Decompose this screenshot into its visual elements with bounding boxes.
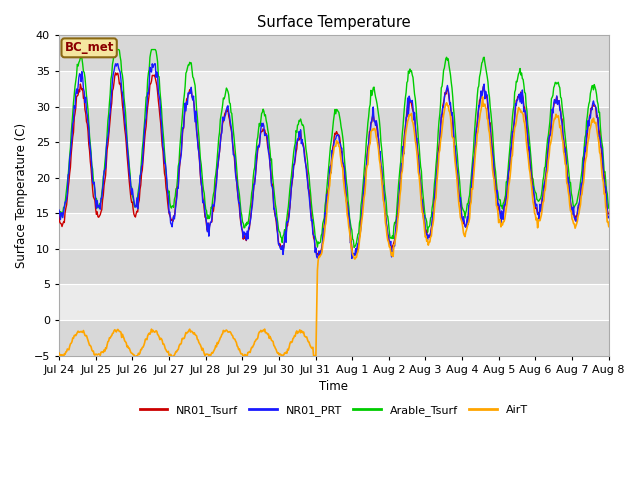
Legend: NR01_Tsurf, NR01_PRT, Arable_Tsurf, AirT: NR01_Tsurf, NR01_PRT, Arable_Tsurf, AirT: [135, 401, 532, 420]
NR01_Tsurf: [55, 211, 63, 217]
AirT: [168, 355, 176, 360]
NR01_Tsurf: [419, 198, 426, 204]
Arable_Tsurf: [207, 204, 215, 210]
AirT: [122, 339, 129, 345]
Bar: [59, 213, 609, 249]
Arable_Tsurf: [419, 183, 426, 189]
Arable_Tsurf: [122, 123, 130, 129]
Line: AirT: AirT: [59, 97, 609, 358]
NR01_PRT: [112, 61, 120, 67]
NR01_Tsurf: [316, 253, 324, 259]
NR01_Tsurf: [112, 70, 120, 76]
Arable_Tsurf: [65, 164, 73, 169]
Bar: [59, 249, 609, 285]
Bar: [59, 285, 609, 320]
Y-axis label: Surface Temperature (C): Surface Temperature (C): [15, 123, 28, 268]
NR01_PRT: [207, 219, 215, 225]
Line: NR01_Tsurf: NR01_Tsurf: [59, 73, 609, 256]
Line: NR01_PRT: NR01_PRT: [59, 64, 609, 259]
Arable_Tsurf: [55, 209, 63, 215]
Arable_Tsurf: [605, 205, 612, 211]
Arable_Tsurf: [111, 47, 118, 52]
AirT: [65, 347, 73, 353]
NR01_PRT: [65, 171, 73, 177]
NR01_PRT: [348, 256, 356, 262]
Bar: [59, 142, 609, 178]
NR01_Tsurf: [178, 138, 186, 144]
NR01_PRT: [605, 214, 612, 220]
NR01_PRT: [403, 115, 410, 120]
Line: Arable_Tsurf: Arable_Tsurf: [59, 49, 609, 248]
Arable_Tsurf: [403, 89, 410, 95]
Arable_Tsurf: [350, 245, 358, 251]
NR01_PRT: [419, 197, 426, 203]
NR01_PRT: [122, 131, 130, 136]
NR01_Tsurf: [207, 219, 215, 225]
AirT: [605, 224, 612, 229]
NR01_PRT: [55, 207, 63, 213]
AirT: [55, 350, 63, 356]
Bar: [59, 71, 609, 107]
NR01_Tsurf: [605, 211, 612, 216]
AirT: [178, 336, 186, 342]
AirT: [417, 202, 425, 208]
AirT: [401, 133, 409, 139]
Arable_Tsurf: [178, 117, 186, 122]
NR01_Tsurf: [65, 179, 73, 185]
Bar: [59, 178, 609, 213]
AirT: [479, 94, 486, 100]
NR01_Tsurf: [403, 117, 410, 123]
NR01_PRT: [178, 133, 186, 139]
Text: BC_met: BC_met: [65, 41, 114, 54]
NR01_Tsurf: [122, 141, 130, 146]
AirT: [207, 351, 215, 357]
Bar: [59, 107, 609, 142]
Title: Surface Temperature: Surface Temperature: [257, 15, 411, 30]
Bar: [59, 320, 609, 356]
Bar: [59, 36, 609, 71]
X-axis label: Time: Time: [319, 380, 348, 393]
